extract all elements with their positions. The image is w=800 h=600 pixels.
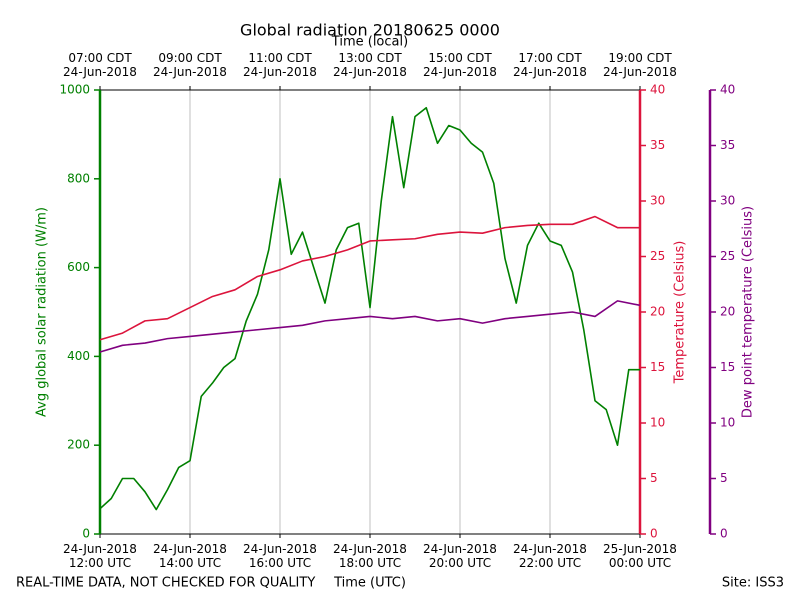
x-tick-label: 24-Jun-2018 18:00 UTC [333,542,407,570]
x2-axis-label: Time (local) [331,35,408,50]
x2-tick-label: 19:00 CDT 24-Jun-2018 [603,51,677,79]
y2-tick-label: 40 [650,83,665,97]
y-axis-label: Avg global solar radiation (W/m) [35,207,50,417]
x2-tick-label: 09:00 CDT 24-Jun-2018 [153,51,227,79]
site-label: Site: ISS3 [722,576,784,591]
y3-tick-label: 25 [720,249,735,263]
x-tick-label: 25-Jun-2018 00:00 UTC [603,542,677,570]
y3-tick-label: 30 [720,194,735,208]
data-line [99,106,640,511]
x-axis-label: Time (UTC) [333,576,406,591]
x2-tick-label: 13:00 CDT 24-Jun-2018 [333,51,407,79]
x2-tick-label: 15:00 CDT 24-Jun-2018 [423,51,497,79]
y2-tick-label: 10 [650,416,665,430]
y2-tick-label: 25 [650,249,665,263]
y-tick-label: 800 [67,171,90,185]
y2-tick-label: 20 [650,305,665,319]
y3-tick-label: 0 [720,527,728,541]
x-tick-label: 24-Jun-2018 20:00 UTC [423,542,497,570]
y-tick-label: 400 [67,349,90,363]
y2-tick-label: 30 [650,194,665,208]
y2-tick-label: 0 [650,527,658,541]
x-tick-label: 24-Jun-2018 16:00 UTC [243,542,317,570]
y3-tick-label: 10 [720,416,735,430]
y2-tick-label: 5 [650,471,658,485]
y3-tick-label: 35 [720,138,735,152]
y2-tick-label: 35 [650,138,665,152]
x2-tick-label: 17:00 CDT 24-Jun-2018 [513,51,587,79]
data-line [99,300,641,353]
y3-tick-label: 40 [720,83,735,97]
y3-axis-label: Dew point temperature (Celsius) [741,206,756,418]
y2-axis-label: Temperature (Celsius) [673,241,688,385]
footer-note: REAL-TIME DATA, NOT CHECKED FOR QUALITY [16,576,315,591]
y3-tick-label: 5 [720,471,728,485]
y2-tick-label: 15 [650,360,665,374]
x2-tick-label: 07:00 CDT 24-Jun-2018 [63,51,137,79]
x-tick-label: 24-Jun-2018 14:00 UTC [153,542,227,570]
y-tick-label: 1000 [59,83,90,97]
y3-tick-label: 20 [720,305,735,319]
chart-title: Global radiation 20180625 0000 [240,21,500,40]
data-line [99,215,640,341]
y3-tick-label: 15 [720,360,735,374]
y-tick-label: 200 [67,438,90,452]
y-tick-label: 600 [67,260,90,274]
x-tick-label: 24-Jun-2018 12:00 UTC [63,542,137,570]
x2-tick-label: 11:00 CDT 24-Jun-2018 [243,51,317,79]
x-tick-label: 24-Jun-2018 22:00 UTC [513,542,587,570]
y-tick-label: 0 [82,527,90,541]
